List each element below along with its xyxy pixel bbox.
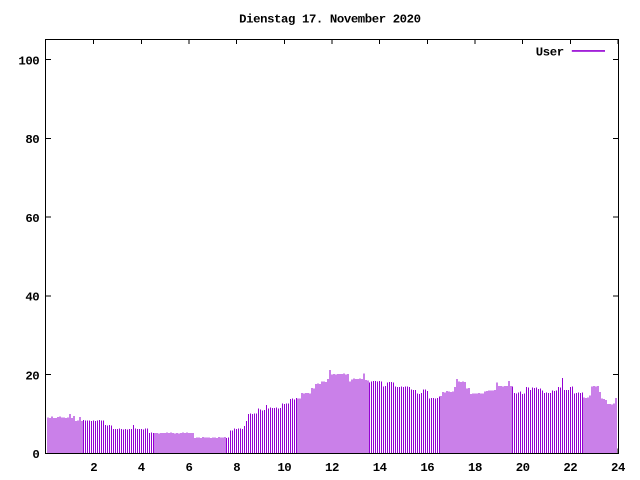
svg-text:18: 18: [468, 461, 482, 475]
svg-text:20: 20: [516, 461, 530, 475]
svg-text:6: 6: [186, 461, 193, 475]
svg-text:2: 2: [90, 461, 97, 475]
svg-text:80: 80: [25, 133, 39, 147]
svg-text:10: 10: [277, 461, 291, 475]
svg-text:12: 12: [325, 461, 339, 475]
svg-text:22: 22: [563, 461, 577, 475]
svg-text:User: User: [536, 46, 564, 60]
svg-text:100: 100: [18, 55, 39, 69]
svg-text:4: 4: [138, 461, 146, 475]
svg-text:0: 0: [32, 448, 39, 462]
svg-text:40: 40: [25, 291, 39, 305]
svg-text:8: 8: [233, 461, 240, 475]
svg-text:60: 60: [25, 212, 39, 226]
svg-text:Dienstag 17. November 2020: Dienstag 17. November 2020: [239, 13, 420, 27]
svg-text:16: 16: [420, 461, 434, 475]
svg-text:14: 14: [373, 461, 388, 475]
svg-text:24: 24: [611, 461, 626, 475]
svg-text:20: 20: [25, 369, 39, 383]
